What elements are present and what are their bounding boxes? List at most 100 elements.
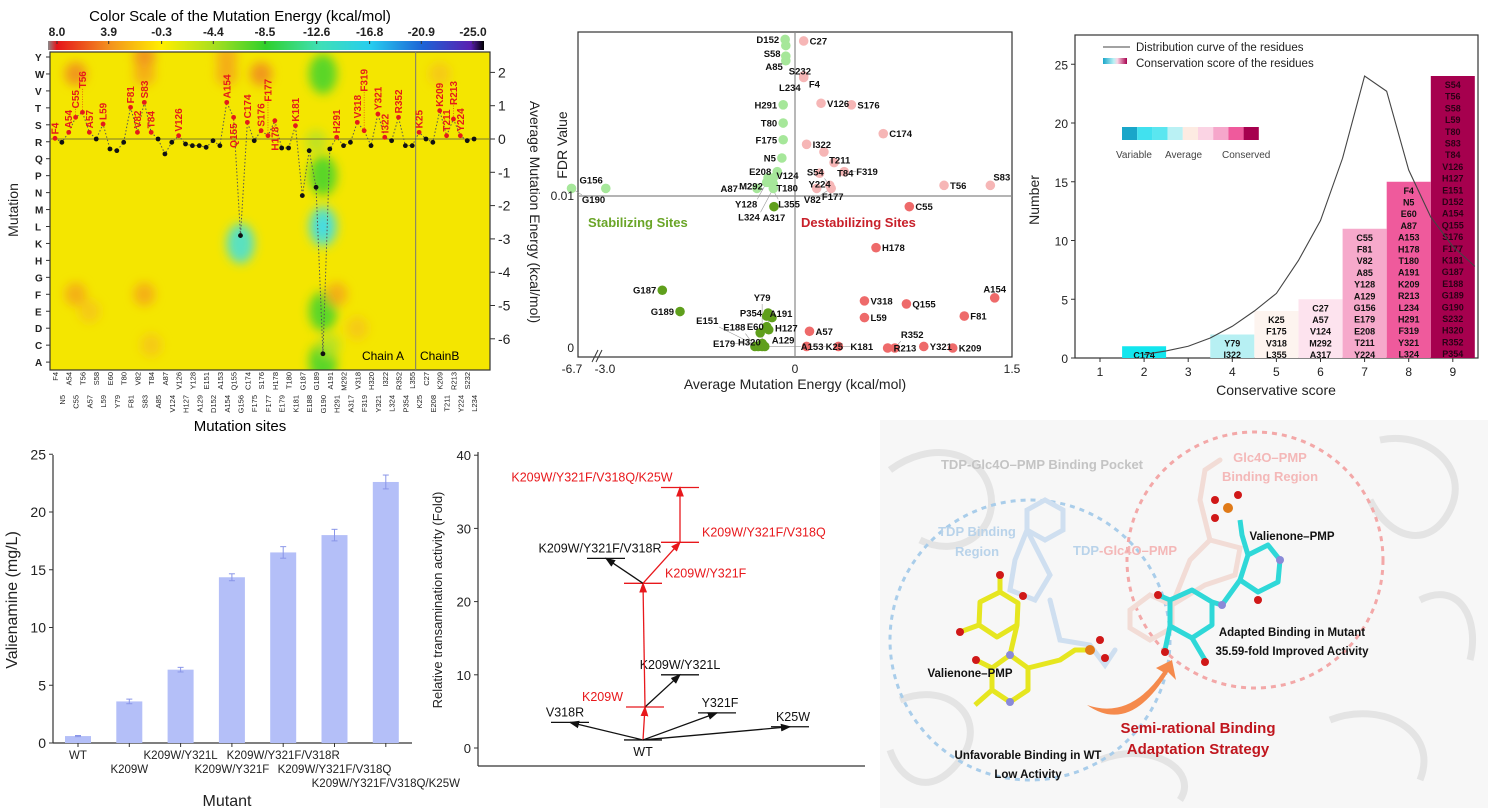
residue-label: E179 (1354, 315, 1375, 325)
y2-tick: 2 (498, 64, 506, 80)
x-tick-label: V82 (133, 372, 142, 385)
x-tick-label: S232 (463, 372, 472, 390)
site-label: F81 (126, 86, 137, 104)
row-label: Q (35, 155, 43, 166)
x-tick-label: V318 (353, 372, 362, 390)
scatter-point-A317 (769, 201, 779, 212)
colorbar-tick: -4.4 (203, 25, 224, 39)
residue-label: H291 (1398, 314, 1420, 324)
x-tick: 7 (1361, 365, 1368, 379)
average-energy-point (409, 143, 415, 149)
y2-tick: -3 (498, 231, 511, 247)
heatmap-cell-V318-D (346, 316, 369, 341)
heatmap-core-G190 (316, 218, 329, 235)
residue-label: V126 (1442, 162, 1463, 172)
residue-label: E151 (1442, 185, 1463, 195)
heatmap-cell-T84-C (140, 333, 163, 358)
average-energy-point (107, 146, 113, 152)
y2-tick: -4 (498, 264, 511, 280)
scale-swatch (1243, 127, 1259, 140)
arrow-WT-to-V318R (568, 720, 644, 741)
average-energy-point (299, 193, 305, 199)
x-tick: 8 (1405, 365, 1412, 379)
residue-label: R352 (1442, 337, 1464, 347)
residue-label: L355 (1266, 350, 1287, 360)
average-energy-point (203, 144, 209, 150)
scatter-point-G190 (566, 183, 577, 194)
residue-label: M292 (1309, 338, 1332, 348)
residue-label: F319 (1398, 326, 1419, 336)
strategy-label-1: Semi-rational Binding (1120, 720, 1275, 737)
y-tick: 40 (457, 448, 471, 463)
legend-curve-label: Distribution curve of the residues (1136, 42, 1304, 54)
x-tick-label: K209W/Y321F (195, 764, 270, 776)
row-label: V (35, 87, 42, 98)
site-label: L59 (99, 102, 110, 120)
scatter-point-V126 (816, 98, 826, 109)
x-tick-label: F175 (250, 395, 259, 412)
mutant-caption-2: 35.59-fold Improved Activity (1216, 646, 1370, 658)
scale-swatch (1167, 127, 1183, 140)
site-label: R213 (449, 81, 460, 105)
row-label: S (35, 121, 42, 132)
x-tick: 9 (1449, 365, 1456, 379)
site-label: C55 (71, 90, 82, 109)
scatter-point-F177 (811, 183, 822, 194)
heatmap-x-label: Mutation sites (194, 418, 287, 435)
residue-label: T80 (1445, 127, 1461, 137)
scatter-point-L324 (768, 183, 779, 194)
residue-label: G190 (1442, 302, 1464, 312)
x-tick-label: Y224 (456, 395, 465, 413)
scatter-point-label: H178 (882, 243, 905, 254)
average-energy-point (457, 133, 463, 139)
residue-label: G156 (1354, 303, 1376, 313)
x-tick-label: H178 (271, 372, 280, 390)
heatmap-cell-G189-R (305, 129, 328, 154)
residue-label: G187 (1442, 267, 1464, 277)
x-tick-label: G187 (298, 372, 307, 390)
residue-label: T211 (1355, 338, 1375, 348)
residue-label: S58 (1445, 103, 1461, 113)
node-label: Y321F (702, 696, 739, 710)
bar-K209W/Y321L (167, 669, 194, 743)
scatter-point-C27 (798, 36, 809, 46)
residue-label: T56 (1445, 92, 1461, 102)
heatmap-cell-C55-W (64, 61, 87, 86)
y2-tick: -2 (498, 198, 511, 214)
scatter-point-label: A154 (983, 284, 1006, 295)
scatter-point-F319 (839, 166, 849, 177)
x-tick: 5 (1273, 365, 1280, 379)
average-energy-point (396, 114, 401, 120)
x-tick-label: K209W (110, 764, 148, 776)
scatter-point-Q155 (901, 299, 912, 309)
site-label: S176 (257, 103, 268, 127)
node-label: K209W/Y321F (665, 566, 747, 580)
mutant-atoms (1154, 491, 1284, 666)
legend-score-label: Conservation score of the residues (1136, 58, 1314, 70)
y-tick: 15 (1055, 176, 1069, 190)
scatter-point-label: I322 (813, 140, 832, 151)
heatmap-cell-A154-Y (215, 52, 238, 69)
scatter-point-label: T211 (829, 155, 851, 166)
conservation-bar-5 (1254, 311, 1299, 358)
x-tick-label: F319 (360, 395, 369, 412)
arrow-WT-to-K209W (640, 705, 649, 740)
x-tick: 3 (1185, 365, 1192, 379)
site-label: R352 (394, 89, 405, 113)
scatter-point-S232 (781, 55, 791, 66)
x-tick-label: I322 (381, 372, 390, 387)
residue-label: Y224 (1354, 350, 1375, 360)
scatter-point-label: R213 (894, 344, 917, 355)
x-tick-label: F177 (264, 395, 273, 412)
tdp-region-circle (888, 498, 1172, 782)
x-tick-label: G156 (236, 395, 245, 413)
row-label: Y (35, 53, 42, 64)
node-label: V318R (546, 705, 584, 719)
scatter-point-label: H291 (754, 100, 777, 111)
average-energy-point (382, 134, 388, 140)
y-tick: 0 (1061, 352, 1068, 366)
arrow-WT-to-Y321F (642, 712, 719, 741)
scatter-point-F175 (778, 134, 788, 145)
heatmap-cell-S83-W (133, 61, 156, 86)
site-label: Q155 (229, 123, 240, 148)
